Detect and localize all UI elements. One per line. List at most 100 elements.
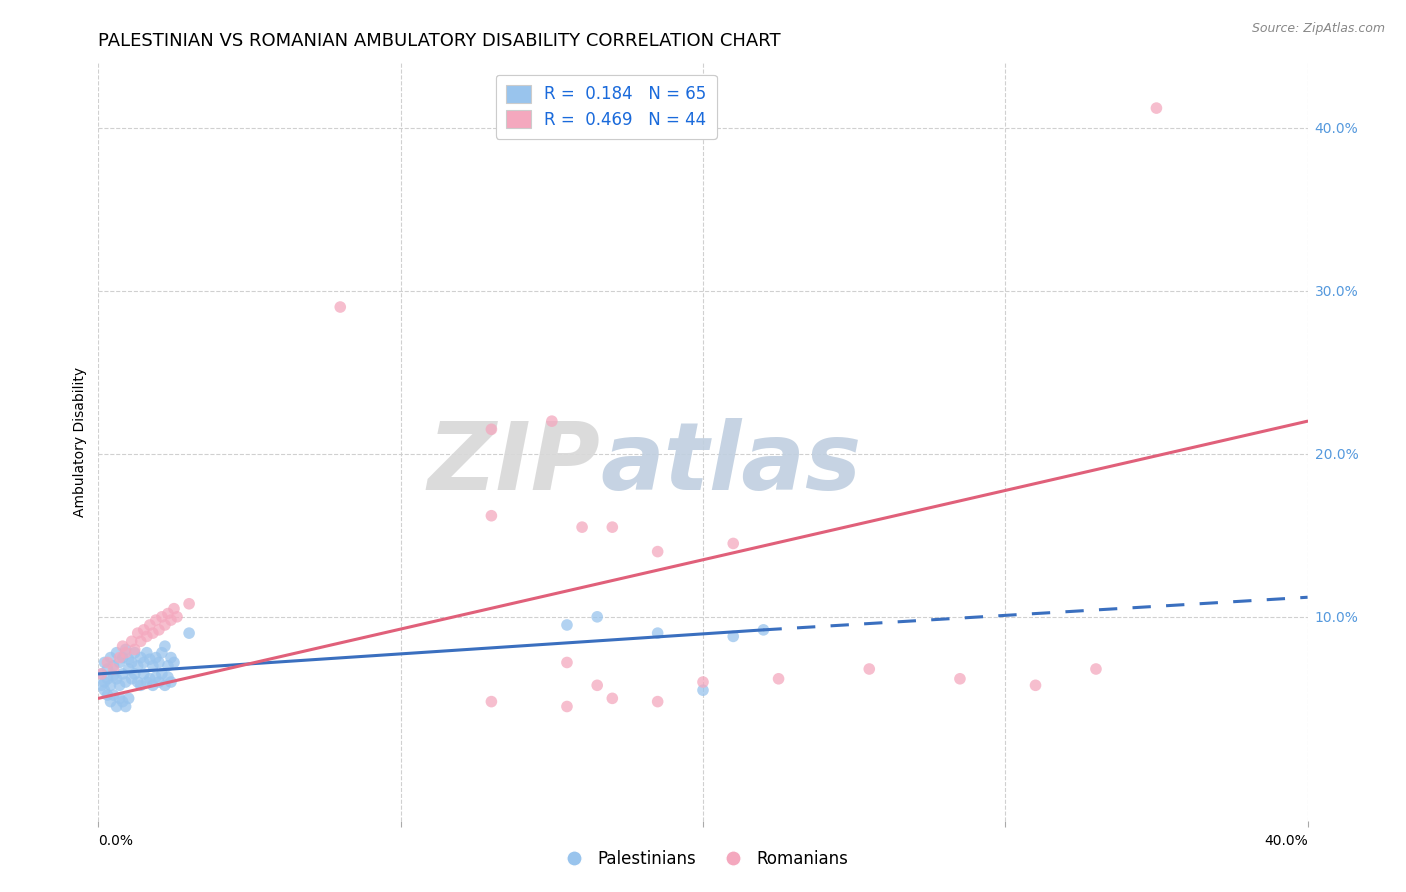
Point	[150, 646, 173, 660]
Point	[100, 650, 122, 665]
Point	[647, 695, 669, 709]
Point	[153, 618, 176, 632]
Point	[127, 675, 149, 690]
Point	[105, 699, 128, 714]
Point	[153, 639, 176, 653]
Point	[586, 610, 609, 624]
Point	[481, 695, 503, 709]
Point	[1085, 662, 1108, 676]
Point	[111, 650, 134, 665]
Point	[135, 646, 157, 660]
Point	[160, 650, 183, 665]
Text: PALESTINIAN VS ROMANIAN AMBULATORY DISABILITY CORRELATION CHART: PALESTINIAN VS ROMANIAN AMBULATORY DISAB…	[98, 32, 782, 50]
Point	[145, 670, 167, 684]
Point	[145, 613, 167, 627]
Point	[90, 666, 112, 681]
Point	[692, 683, 714, 698]
Point	[139, 618, 162, 632]
Legend: R =  0.184   N = 65, R =  0.469   N = 44: R = 0.184 N = 65, R = 0.469 N = 44	[496, 75, 717, 138]
Point	[96, 662, 118, 676]
Point	[124, 666, 146, 681]
Point	[96, 672, 118, 686]
Point	[555, 656, 578, 670]
Point	[179, 626, 201, 640]
Point	[586, 678, 609, 692]
Point	[121, 634, 143, 648]
Text: ZIP: ZIP	[427, 418, 600, 510]
Text: Source: ZipAtlas.com: Source: ZipAtlas.com	[1251, 22, 1385, 36]
Point	[555, 618, 578, 632]
Point	[129, 678, 152, 692]
Text: 0.0%: 0.0%	[98, 834, 134, 847]
Point	[96, 656, 118, 670]
Point	[142, 678, 165, 692]
Point	[768, 672, 790, 686]
Point	[90, 666, 112, 681]
Point	[150, 610, 173, 624]
Point	[540, 414, 562, 428]
Point	[156, 658, 179, 673]
Point	[108, 678, 131, 692]
Point	[114, 675, 136, 690]
Point	[135, 629, 157, 643]
Point	[93, 675, 115, 690]
Point	[105, 672, 128, 686]
Point	[858, 662, 880, 676]
Point	[602, 691, 624, 706]
Point	[148, 675, 170, 690]
Point	[166, 610, 188, 624]
Point	[132, 623, 155, 637]
Point	[481, 422, 503, 436]
Point	[121, 672, 143, 686]
Point	[153, 678, 176, 692]
Point	[602, 520, 624, 534]
Point	[100, 678, 122, 692]
Point	[163, 656, 186, 670]
Point	[647, 544, 669, 558]
Point	[93, 683, 115, 698]
Point	[103, 688, 125, 702]
Point	[156, 607, 179, 621]
Point	[148, 656, 170, 670]
Point	[647, 626, 669, 640]
Point	[481, 508, 503, 523]
Point	[90, 678, 112, 692]
Point	[135, 675, 157, 690]
Point	[129, 650, 152, 665]
Point	[108, 650, 131, 665]
Point	[114, 642, 136, 657]
Point	[114, 699, 136, 714]
Point	[555, 699, 578, 714]
Point	[118, 691, 141, 706]
Point	[111, 695, 134, 709]
Point	[692, 675, 714, 690]
Point	[139, 652, 162, 666]
Point	[100, 695, 122, 709]
Point	[142, 626, 165, 640]
Point	[179, 597, 201, 611]
Point	[156, 670, 179, 684]
Legend: Palestinians, Romanians: Palestinians, Romanians	[551, 844, 855, 875]
Y-axis label: Ambulatory Disability: Ambulatory Disability	[73, 367, 87, 516]
Point	[118, 662, 141, 676]
Point	[103, 658, 125, 673]
Point	[121, 656, 143, 670]
Point	[723, 536, 745, 550]
Point	[103, 668, 125, 682]
Point	[114, 646, 136, 660]
Point	[148, 623, 170, 637]
Text: 40.0%: 40.0%	[1264, 834, 1308, 847]
Point	[949, 672, 972, 686]
Point	[108, 691, 131, 706]
Point	[129, 634, 152, 648]
Point	[329, 300, 352, 314]
Point	[145, 650, 167, 665]
Point	[124, 642, 146, 657]
Text: atlas: atlas	[600, 418, 862, 510]
Point	[160, 613, 183, 627]
Point	[124, 646, 146, 660]
Point	[108, 656, 131, 670]
Point	[160, 675, 183, 690]
Point	[752, 623, 775, 637]
Point	[118, 652, 141, 666]
